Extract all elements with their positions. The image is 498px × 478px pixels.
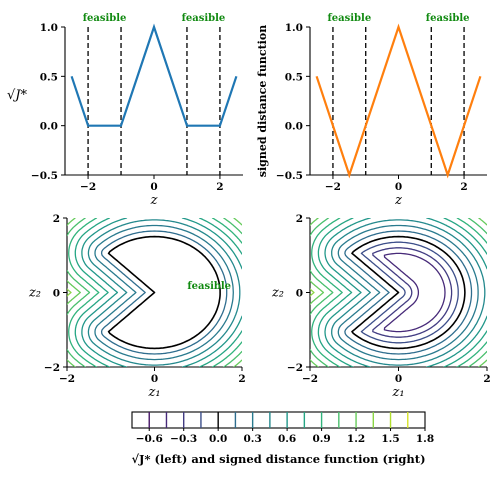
- panel-top-left: −2 0 2 −0.5 0.0 0.5 1.0 feasible feasible z √J*: [7, 13, 243, 208]
- y-tick-label: 0.5: [40, 71, 58, 83]
- colorbar-tick-label: −0.6: [136, 433, 163, 445]
- y-tick-label: 1.0: [40, 22, 58, 34]
- colorbar-tick-label: 0.0: [209, 433, 227, 445]
- x-axis-label: z₁: [391, 385, 404, 400]
- contour-level: [383, 252, 446, 333]
- x-axis-label: z₁: [147, 385, 160, 400]
- x-tick-label: 2: [216, 181, 223, 193]
- x-tick-label: 0: [150, 181, 157, 193]
- colorbar-tick-label: 1.5: [381, 433, 399, 445]
- y-tick-label: 0.5: [285, 71, 303, 83]
- feasible-annotation: feasible: [83, 13, 127, 24]
- x-axis-label: z: [394, 193, 402, 208]
- y-axis-label: √J*: [7, 88, 27, 103]
- feasible-annotation: feasible: [182, 13, 226, 24]
- y-axis-label: signed distance function: [256, 25, 269, 177]
- series-line: [70, 23, 238, 127]
- x-tick-label: −2: [325, 181, 341, 193]
- contour-level: [310, 218, 487, 367]
- contour-level: [74, 218, 242, 367]
- y-axis-label: z₂: [271, 286, 284, 301]
- contour-lines: [310, 218, 487, 367]
- y-tick-label: 2: [296, 213, 303, 225]
- y-tick-label: 0: [296, 288, 303, 300]
- y-tick-label: 2: [53, 213, 60, 225]
- x-tick-label: 0: [395, 181, 402, 193]
- contour-level: [317, 218, 487, 367]
- colorbar: −0.6 −0.3 0.0 0.3 0.6 0.9 1.2 1.5 1.8 √J* (left) …: [131, 411, 434, 466]
- x-tick-label: 2: [238, 373, 245, 385]
- y-tick-label: −0.5: [276, 170, 303, 182]
- contour-level: [81, 218, 242, 367]
- colorbar-tick-label: 0.6: [278, 433, 296, 445]
- panel-bottom-left: −2 0 2 −2 0 2 feasible z₁ z₂: [28, 213, 246, 400]
- contour-level: [337, 224, 479, 361]
- contour-level: [344, 230, 473, 355]
- contour-level: [100, 230, 228, 355]
- colorbar-tick-label: 1.2: [347, 433, 365, 445]
- contour-lines: [67, 218, 242, 367]
- y-tick-label: 0: [53, 288, 60, 300]
- contour-level: [87, 219, 241, 366]
- x-tick-label: −2: [59, 373, 75, 385]
- contour-level: [324, 218, 487, 367]
- x-tick-label: 2: [483, 373, 490, 385]
- x-tick-label: −2: [80, 181, 96, 193]
- zero-level-contour: [351, 235, 466, 350]
- contour-level: [310, 218, 487, 367]
- colorbar-tick-label: 0.3: [244, 433, 262, 445]
- feasible-annotation: feasible: [327, 13, 371, 24]
- contour-level: [311, 218, 487, 367]
- contour-level: [310, 288, 315, 297]
- panel-top-right: −2 0 2 −0.5 0.0 0.5 1.0 feasible feasible z signed…: [256, 13, 487, 208]
- y-tick-label: −2: [287, 362, 303, 374]
- contour-level: [68, 218, 242, 367]
- colorbar-tick-label: −0.3: [170, 433, 197, 445]
- series-line: [315, 23, 482, 179]
- contour-level: [331, 219, 486, 366]
- y-tick-label: −2: [44, 362, 60, 374]
- contour-level: [360, 241, 459, 344]
- x-tick-label: −2: [302, 373, 318, 385]
- colorbar-label: √J* (left) and signed distance function …: [131, 452, 425, 466]
- contour-level: [67, 218, 242, 367]
- contour-level: [67, 218, 242, 367]
- x-axis-label: z: [150, 193, 158, 208]
- contour-level: [94, 224, 234, 361]
- x-tick-label: 0: [151, 373, 158, 385]
- contour-level: [67, 288, 72, 297]
- feasible-annotation: feasible: [187, 281, 231, 292]
- panel-bottom-right: −2 0 2 −2 0 2 z₁ z₂: [271, 213, 491, 400]
- y-tick-label: 1.0: [285, 22, 303, 34]
- y-tick-label: 0.0: [285, 121, 303, 133]
- colorbar-frame: [131, 411, 426, 429]
- y-tick-label: −0.5: [31, 170, 58, 182]
- y-axis-label: z₂: [28, 286, 41, 301]
- colorbar-tick-label: 0.9: [312, 433, 330, 445]
- x-tick-label: 0: [395, 373, 402, 385]
- y-tick-label: 0.0: [40, 121, 58, 133]
- zero-level-contour: [107, 235, 221, 350]
- contour-level: [372, 247, 453, 338]
- x-tick-label: 2: [460, 181, 467, 193]
- colorbar-tick-label: 1.8: [416, 433, 434, 445]
- feasible-annotation: feasible: [426, 13, 470, 24]
